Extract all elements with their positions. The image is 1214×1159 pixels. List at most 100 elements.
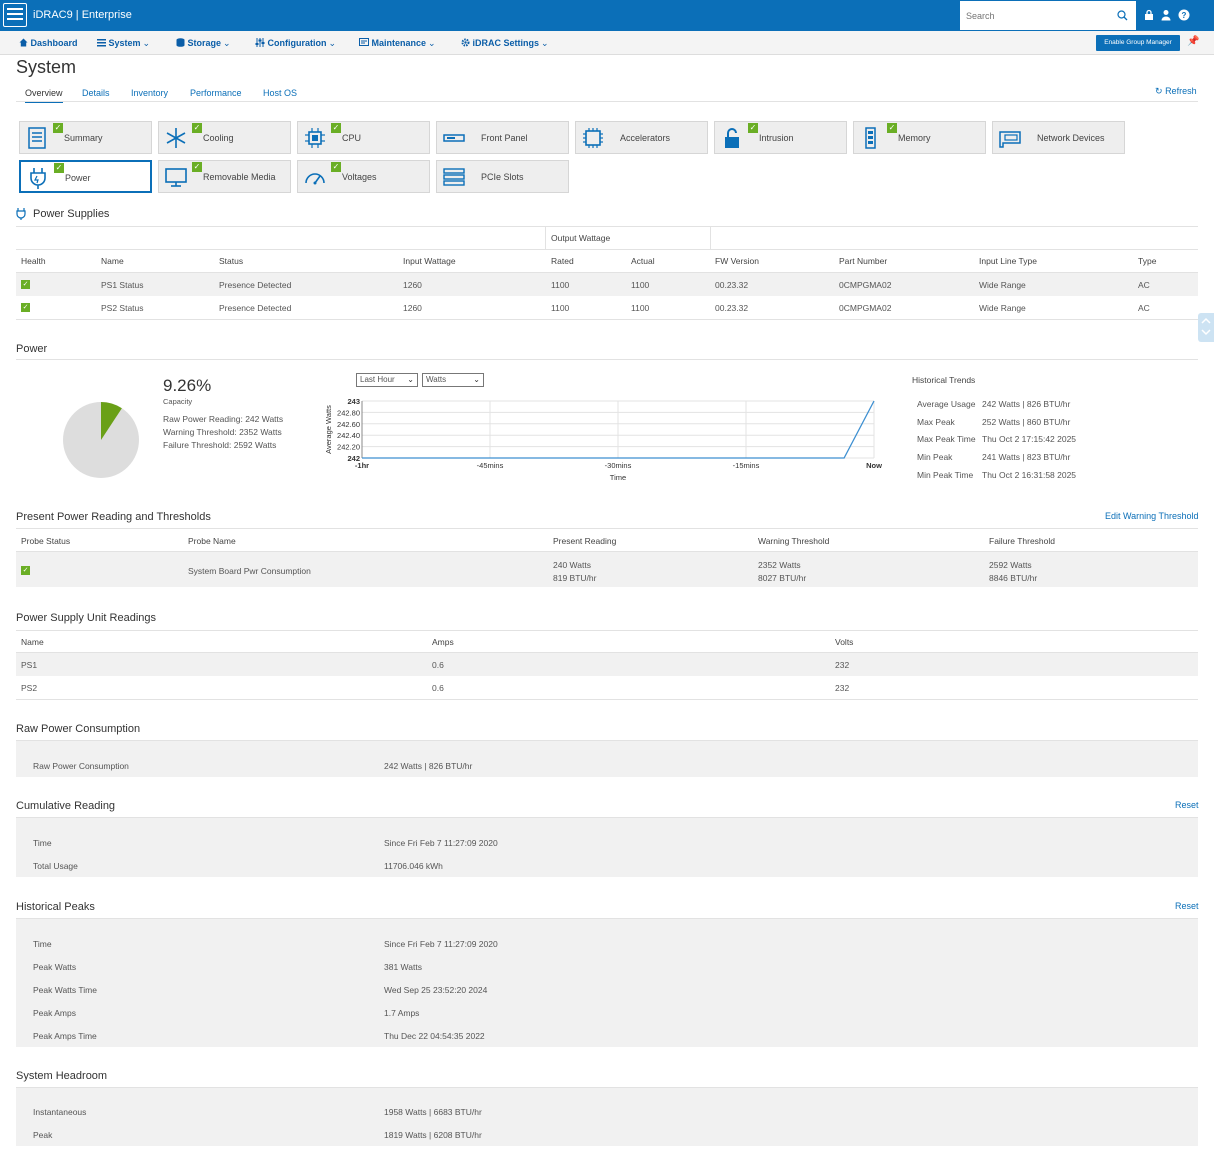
detail-value: 1.7 Amps — [384, 1008, 420, 1018]
tile-label: Voltages — [342, 172, 377, 182]
tile-label: Memory — [898, 133, 931, 143]
refresh-button[interactable]: ↻ Refresh — [1155, 86, 1197, 97]
failure-threshold-text: Failure Threshold: 2592 Watts — [163, 440, 277, 450]
y-tick-label: 242 — [347, 454, 360, 463]
status-ok-icon: ✓ — [331, 162, 341, 172]
y-tick-label: 243 — [347, 397, 360, 406]
detail-value: Thu Dec 22 04:54:35 2022 — [384, 1031, 485, 1041]
tile-memory[interactable]: ✓ Memory — [853, 121, 986, 154]
list-icon — [97, 39, 106, 47]
enable-group-manager-button[interactable]: Enable Group Manager — [1096, 35, 1180, 51]
nav-dashboard[interactable]: Dashboard — [19, 38, 78, 48]
tab-overview[interactable]: Overview — [25, 88, 63, 103]
tab-details[interactable]: Details — [82, 88, 110, 98]
table-cell: 1260 — [403, 303, 422, 313]
tile-pcie-slots[interactable]: PCIe Slots — [436, 160, 569, 193]
tile-summary[interactable]: ✓ Summary — [19, 121, 152, 154]
main-nav: Dashboard System ⌄ Storage ⌄ Configuration… — [0, 31, 1214, 55]
col-failure-threshold: Failure Threshold — [989, 536, 1055, 546]
tile-label: Removable Media — [203, 172, 276, 182]
headroom-panel — [16, 1088, 1198, 1146]
search-icon[interactable] — [1117, 10, 1128, 21]
probe-name: System Board Pwr Consumption — [188, 566, 311, 576]
edit-warning-threshold-link[interactable]: Edit Warning Threshold — [1105, 511, 1199, 521]
user-icon[interactable] — [1160, 9, 1172, 21]
table-cell: 1100 — [631, 280, 650, 290]
unit-select[interactable]: Watts ⌄ — [422, 373, 484, 387]
tile-power[interactable]: ✓ Power — [19, 160, 152, 193]
gauge-icon — [305, 173, 325, 185]
table-cell: Presence Detected — [219, 303, 292, 313]
series-line — [362, 400, 875, 459]
tile-cooling[interactable]: ✓ Cooling — [158, 121, 291, 154]
maintenance-icon — [359, 38, 369, 46]
network-card-icon — [999, 131, 1021, 148]
detail-value: Since Fri Feb 7 11:27:09 2020 — [384, 838, 498, 848]
lock-icon[interactable] — [1143, 9, 1155, 21]
col-actual: Actual — [631, 256, 655, 266]
nav-storage[interactable]: Storage ⌄ — [176, 38, 231, 49]
tile-intrusion[interactable]: ✓ Intrusion — [714, 121, 847, 154]
detail-value: 242 Watts | 826 BTU/hr — [384, 761, 473, 771]
divider — [16, 699, 1198, 700]
cumulative-reset-button[interactable]: Reset — [1175, 800, 1199, 810]
divider — [16, 226, 1198, 227]
detail-label: Time — [33, 838, 52, 848]
time-range-value: Last Hour — [360, 375, 395, 384]
help-icon[interactable]: ? — [1178, 9, 1190, 21]
top-bar: iDRAC9 | Enterprise ? — [0, 0, 1214, 31]
table-cell: Wide Range — [979, 303, 1026, 313]
trend-label: Max Peak — [917, 416, 955, 427]
health-ok-icon: ✓ — [21, 303, 30, 312]
detail-label: Peak Amps Time — [33, 1031, 97, 1041]
scroll-toggle[interactable] — [1198, 313, 1214, 342]
status-ok-icon: ✓ — [192, 162, 202, 172]
tab-performance[interactable]: Performance — [190, 88, 242, 98]
sliders-icon — [255, 38, 265, 47]
col-name: Name — [101, 256, 124, 266]
tile-removable-media[interactable]: ✓ Removable Media — [158, 160, 291, 193]
tile-front-panel[interactable]: Front Panel — [436, 121, 569, 154]
power-plug-icon — [16, 208, 26, 220]
peaks-reset-button[interactable]: Reset — [1175, 901, 1199, 911]
power-title: Power — [16, 343, 48, 355]
divider — [16, 1087, 1198, 1088]
table-cell: PS2 Status — [101, 303, 144, 313]
col-type: Type — [1138, 256, 1157, 266]
present-reading-btu: 819 BTU/hr — [553, 573, 597, 583]
chevron-down-icon: ⌄ — [541, 38, 549, 48]
detail-label: Peak Amps — [33, 1008, 76, 1018]
time-range-select[interactable]: Last Hour ⌄ — [356, 373, 418, 387]
pin-icon[interactable]: 📌 — [1187, 36, 1200, 47]
divider — [16, 528, 1198, 529]
divider — [16, 740, 1198, 741]
nav-system[interactable]: System ⌄ — [97, 38, 150, 49]
summary-icon — [28, 127, 46, 149]
status-ok-icon: ✓ — [192, 123, 202, 133]
tab-host-os[interactable]: Host OS — [263, 88, 298, 98]
nav-idrac-settings[interactable]: iDRAC Settings ⌄ — [461, 38, 549, 49]
tile-label: CPU — [342, 133, 362, 143]
nav-maintenance[interactable]: Maintenance ⌄ — [359, 38, 436, 49]
table-cell: 1100 — [551, 280, 570, 290]
x-tick-label: Now — [866, 461, 882, 470]
tile-label: Intrusion — [759, 133, 794, 143]
tab-inventory[interactable]: Inventory — [131, 88, 169, 98]
peaks-panel — [16, 919, 1198, 1047]
pie-slice-used — [101, 402, 122, 440]
y-tick-label: 242.20 — [337, 443, 360, 452]
tile-network-devices[interactable]: Network Devices — [992, 121, 1125, 154]
trend-value: 252 Watts | 860 BTU/hr — [982, 416, 1071, 427]
cumulative-title: Cumulative Reading — [16, 800, 116, 812]
raw-title: Raw Power Consumption — [16, 723, 141, 735]
tile-voltages[interactable]: ✓ Voltages — [297, 160, 430, 193]
trend-label: Min Peak Time — [917, 469, 974, 480]
col-input-wattage: Input Wattage — [403, 256, 456, 266]
tile-accelerators[interactable]: Accelerators — [575, 121, 708, 154]
nav-configuration[interactable]: Configuration ⌄ — [255, 38, 336, 49]
tile-cpu[interactable]: ✓ CPU — [297, 121, 430, 154]
search-input[interactable] — [966, 8, 1111, 23]
table-cell: Presence Detected — [219, 280, 292, 290]
col-name: Name — [21, 637, 44, 647]
chevron-down-icon: ⌄ — [328, 38, 337, 48]
